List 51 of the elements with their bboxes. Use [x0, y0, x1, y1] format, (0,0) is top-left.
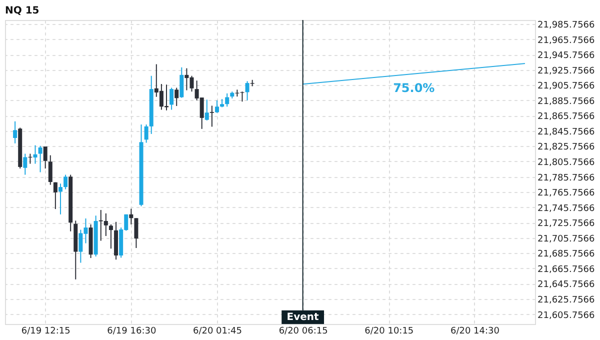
candlestick — [53, 182, 58, 210]
candlestick — [210, 105, 214, 128]
candlestick — [144, 124, 148, 144]
candlestick — [170, 87, 174, 110]
ref-line-label: Event — [286, 312, 320, 323]
y-tick-label: 21,725.7566 — [538, 219, 596, 230]
candlestick — [204, 99, 209, 121]
candlestick — [225, 92, 230, 108]
candlestick — [240, 91, 244, 102]
y-tick-label: 21,605.7566 — [538, 310, 596, 321]
candlestick — [129, 208, 134, 225]
x-tick-label: 6/20 01:45 — [192, 326, 242, 336]
x-tick-label: 6/20 10:15 — [364, 326, 414, 336]
candlestick — [48, 154, 52, 186]
annotation: 75.0% — [393, 80, 435, 95]
candlestick — [64, 174, 68, 190]
candlestick — [23, 153, 28, 176]
chart-title: NQ 15 — [5, 6, 40, 16]
y-tick-label: 21,945.7566 — [538, 51, 596, 62]
y-tick-label: 21,805.7566 — [538, 158, 596, 168]
x-tick-label: 6/20 06:15 — [278, 326, 328, 336]
x-tick-label: 6/20 14:30 — [450, 326, 500, 336]
y-tick-label: 21,845.7566 — [538, 127, 596, 138]
y-tick-label: 21,985.7566 — [538, 20, 596, 31]
y-tick-label: 21,865.7566 — [538, 112, 596, 122]
candlestick — [58, 183, 62, 215]
candlestick — [214, 100, 219, 114]
x-tick-label: 6/19 16:30 — [107, 326, 156, 336]
y-tick-label: 21,965.7566 — [538, 36, 596, 46]
y-tick-label: 21,905.7566 — [538, 82, 596, 92]
candlestick — [134, 218, 138, 248]
candlestick — [245, 80, 250, 101]
candlestick — [174, 87, 179, 107]
y-tick-label: 21,825.7566 — [538, 142, 596, 153]
candlestick — [108, 224, 113, 250]
y-tick-label: 21,765.7566 — [538, 188, 596, 199]
y-tick-label: 21,785.7566 — [538, 173, 596, 184]
y-tick-label: 21,705.7566 — [538, 234, 596, 244]
y-tick-label: 21,645.7566 — [538, 280, 596, 290]
candlestick — [180, 66, 184, 98]
candlestick — [38, 145, 42, 173]
y-tick-label: 21,925.7566 — [538, 66, 596, 76]
x-tick-label: 6/19 12:15 — [21, 326, 70, 336]
y-tick-label: 21,685.7566 — [538, 250, 596, 260]
y-tick-label: 21,885.7566 — [538, 96, 596, 107]
candlestick — [13, 120, 18, 144]
candlestick — [33, 144, 38, 164]
y-tick-label: 21,625.7566 — [538, 295, 596, 306]
y-tick-label: 21,745.7566 — [538, 204, 596, 214]
y-tick-label: 21,665.7566 — [538, 264, 596, 275]
candlestick — [43, 146, 48, 169]
